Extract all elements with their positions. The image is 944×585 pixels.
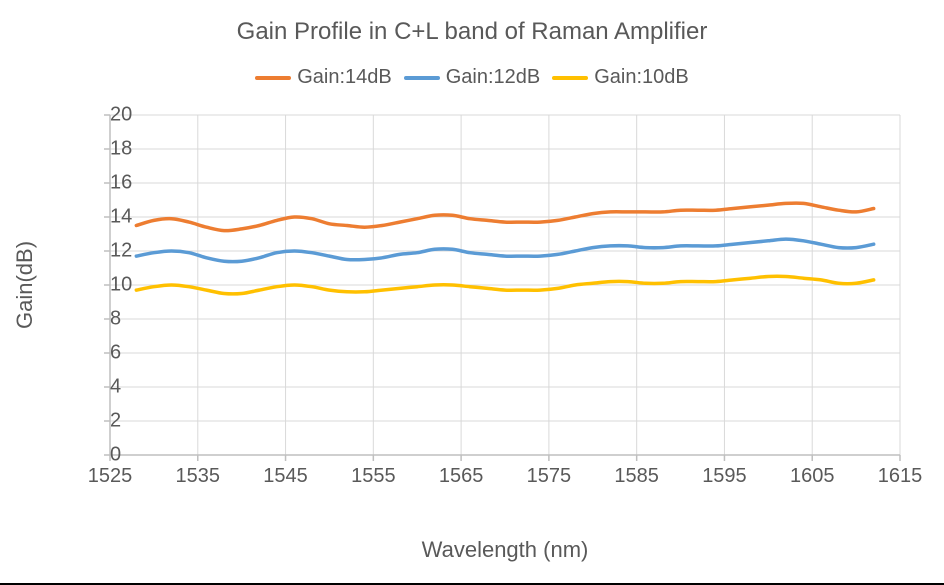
- series-line: [136, 239, 873, 262]
- y-tick-label: 14: [110, 206, 118, 229]
- y-tick-label: 20: [110, 104, 118, 127]
- y-tick-label: 6: [110, 342, 118, 365]
- x-tick-label: 1565: [439, 455, 484, 488]
- x-tick-label: 1575: [527, 455, 572, 488]
- legend-item: Gain:14dB: [255, 66, 392, 89]
- x-tick-label: 1535: [176, 455, 221, 488]
- x-tick-label: 1605: [790, 455, 835, 488]
- plot-area: 0246810121416182015251535154515551565157…: [110, 115, 900, 455]
- legend-swatch: [255, 76, 291, 80]
- chart-title: Gain Profile in C+L band of Raman Amplif…: [0, 18, 944, 46]
- y-tick-label: 16: [110, 172, 118, 195]
- y-axis-title: Gain(dB): [12, 115, 38, 455]
- gain-profile-chart: Gain Profile in C+L band of Raman Amplif…: [0, 0, 944, 585]
- x-tick-label: 1585: [614, 455, 659, 488]
- x-tick-label: 1525: [88, 455, 133, 488]
- x-tick-label: 1555: [351, 455, 396, 488]
- axes-group: [104, 115, 900, 461]
- legend-label: Gain:14dB: [297, 66, 392, 89]
- legend-swatch: [404, 76, 440, 80]
- chart-legend: Gain:14dB Gain:12dB Gain:10dB: [0, 66, 944, 89]
- y-tick-label: 12: [110, 240, 118, 263]
- y-tick-label: 4: [110, 376, 118, 399]
- legend-item: Gain:12dB: [404, 66, 541, 89]
- y-tick-label: 10: [110, 274, 118, 297]
- chart-svg: [110, 115, 900, 455]
- x-tick-label: 1545: [263, 455, 308, 488]
- legend-swatch: [552, 76, 588, 80]
- y-tick-label: 18: [110, 138, 118, 161]
- x-tick-label: 1595: [702, 455, 747, 488]
- y-tick-label: 2: [110, 410, 118, 433]
- x-axis-title: Wavelength (nm): [110, 537, 900, 563]
- legend-label: Gain:10dB: [594, 66, 689, 89]
- grid-group: [110, 115, 900, 455]
- legend-item: Gain:10dB: [552, 66, 689, 89]
- legend-label: Gain:12dB: [446, 66, 541, 89]
- x-tick-label: 1615: [878, 455, 923, 488]
- y-tick-label: 8: [110, 308, 118, 331]
